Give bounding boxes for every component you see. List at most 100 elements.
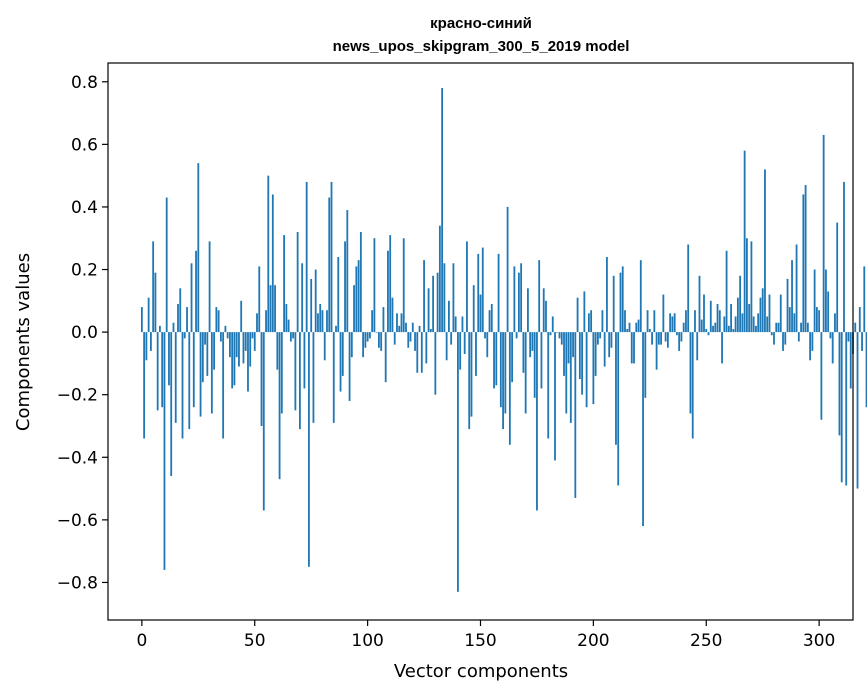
bar-259: [725, 250, 728, 333]
bar-74: [308, 332, 310, 567]
bar-106: [380, 332, 383, 351]
bar-184: [556, 332, 559, 333]
x-tick-label: 150: [464, 631, 496, 651]
bar-260: [727, 325, 730, 333]
bar-180: [547, 332, 550, 439]
bar-77: [314, 269, 317, 333]
bar-151: [481, 247, 484, 333]
bar-202: [596, 332, 599, 345]
bar-145: [468, 332, 471, 430]
bar-301: [820, 332, 823, 420]
bar-238: [678, 332, 681, 351]
bar-207: [608, 332, 611, 358]
bar-291: [797, 332, 800, 342]
bar-294: [804, 185, 807, 333]
bar-42: [235, 332, 238, 358]
bar-46: [244, 332, 247, 351]
bar-287: [788, 307, 791, 333]
bar-2: [145, 332, 148, 361]
x-tick-label: 250: [690, 631, 722, 651]
bar-8: [159, 325, 161, 333]
bar-27: [201, 332, 204, 383]
bar-211: [617, 332, 620, 486]
y-tick-label: 0.4: [71, 198, 98, 218]
bar-36: [222, 332, 225, 439]
bar-254: [714, 322, 717, 333]
bar-309: [838, 332, 841, 436]
bar-1: [143, 332, 146, 439]
bar-76: [312, 332, 315, 423]
bar-162: [506, 206, 509, 333]
bar-68: [294, 332, 297, 411]
bar-136: [447, 300, 450, 333]
bar-280: [773, 332, 775, 345]
bar-7: [156, 332, 159, 411]
bar-308: [836, 222, 839, 333]
bar-35: [219, 332, 222, 342]
bar-157: [495, 332, 498, 386]
bar-139: [454, 316, 457, 333]
bar-101: [368, 332, 371, 339]
bar-158: [497, 253, 500, 333]
bar-253: [712, 325, 714, 333]
bar-115: [400, 313, 403, 333]
bar-210: [615, 332, 617, 445]
bar-114: [398, 325, 401, 333]
bar-234: [669, 313, 672, 333]
bar-174: [533, 332, 536, 398]
bar-26: [199, 332, 202, 417]
bar-192: [574, 332, 577, 498]
bar-272: [755, 325, 757, 333]
bar-255: [716, 303, 719, 333]
bar-64: [285, 303, 288, 333]
bar-91: [346, 210, 349, 333]
y-tick-label: 0.8: [71, 73, 98, 93]
bar-256: [718, 310, 721, 333]
bar-203: [599, 332, 602, 339]
chart-subtitle: news_upos_skipgram_300_5_2019 model: [333, 38, 630, 55]
bar-261: [730, 303, 732, 333]
bar-267: [743, 150, 746, 333]
bar-164: [511, 332, 514, 383]
bar-32: [213, 332, 216, 370]
bar-50: [253, 332, 256, 351]
bar-274: [759, 297, 762, 333]
bar-277: [766, 316, 769, 333]
bar-299: [815, 307, 818, 333]
y-tick-label: 0.0: [71, 323, 98, 343]
bar-313: [847, 332, 850, 342]
bar-51: [256, 313, 258, 333]
bar-218: [633, 332, 635, 364]
bar-108: [384, 332, 387, 383]
bar-6: [154, 272, 157, 333]
bar-69: [296, 231, 299, 333]
bar-177: [540, 332, 543, 389]
bar-88: [339, 332, 342, 392]
bar-220: [637, 319, 640, 333]
bar-176: [538, 260, 541, 333]
bar-92: [348, 332, 351, 401]
bar-275: [761, 288, 764, 333]
bar-124: [420, 332, 423, 373]
bar-133: [441, 88, 444, 333]
bar-229: [657, 332, 660, 345]
bar-250: [705, 328, 708, 333]
bar-54: [262, 332, 265, 511]
bar-147: [472, 285, 475, 333]
bar-137: [450, 332, 453, 345]
y-axis-label: Components values: [13, 253, 34, 431]
bar-172: [529, 332, 532, 358]
bar-159: [499, 332, 502, 408]
bar-5: [152, 241, 155, 333]
bar-81: [323, 332, 326, 361]
bar-95: [355, 266, 358, 333]
bar-11: [165, 197, 168, 333]
bar-188: [565, 332, 568, 414]
bar-221: [639, 260, 642, 333]
bar-258: [723, 316, 726, 333]
bar-44: [240, 300, 243, 333]
bar-316: [854, 322, 857, 333]
bar-148: [475, 332, 477, 376]
bar-group: [140, 88, 867, 592]
bar-286: [786, 278, 789, 333]
